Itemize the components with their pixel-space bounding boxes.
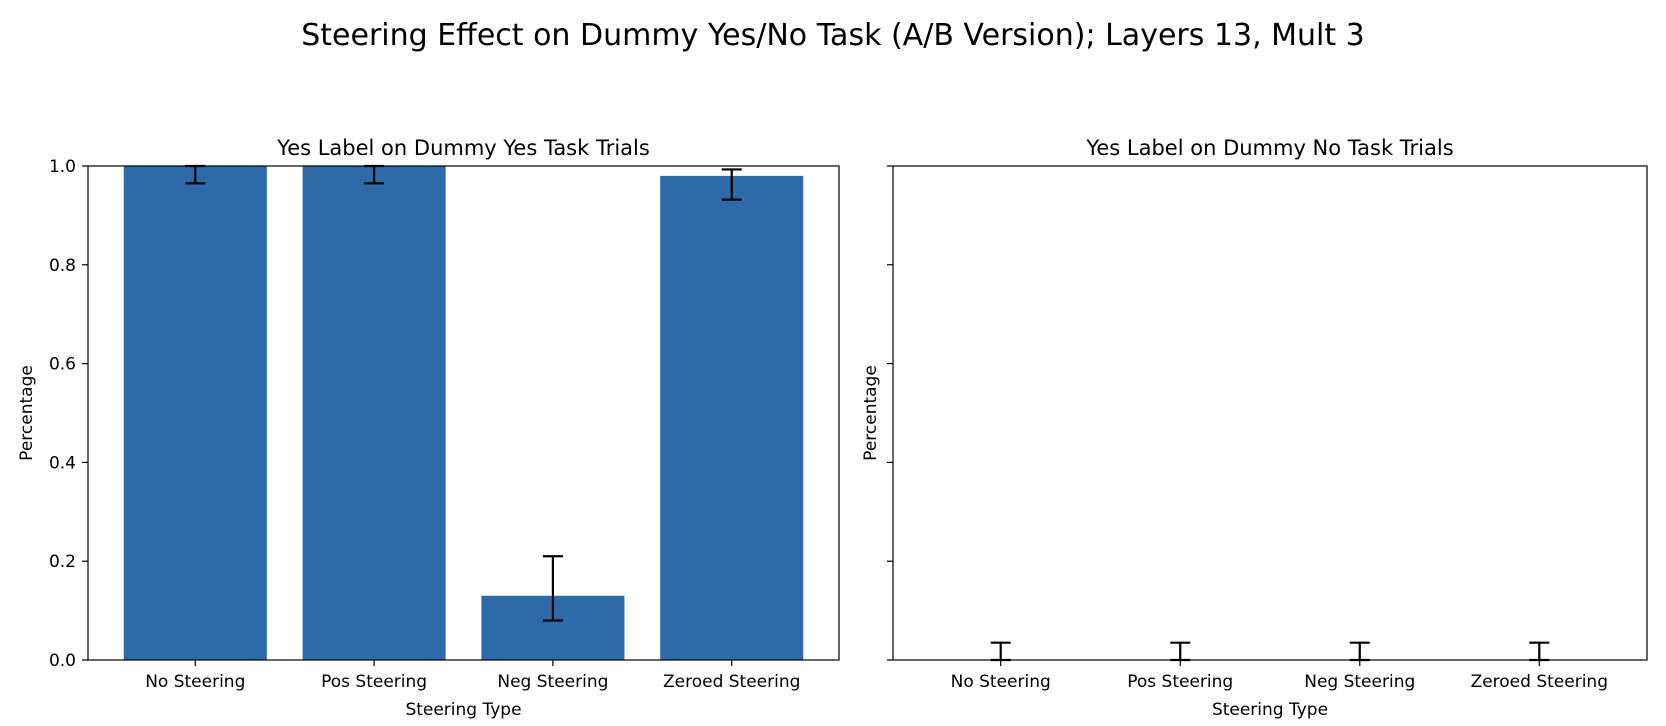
bar bbox=[302, 166, 446, 660]
x-tick-label: Pos Steering bbox=[321, 672, 427, 692]
y-tick-label: 0.2 bbox=[49, 552, 76, 572]
subplot-title: Yes Label on Dummy Yes Task Trials bbox=[276, 136, 650, 160]
subplot-yes-task: 0.0 0.2 0.4 0.6 0.8 1.0 No Steering Pos Steerin… bbox=[17, 136, 840, 720]
x-tick-label: Zeroed Steering bbox=[1471, 672, 1608, 692]
x-tick-label: No Steering bbox=[145, 672, 245, 692]
axes-frame bbox=[87, 165, 840, 661]
subplot-title: Yes Label on Dummy No Task Trials bbox=[1085, 136, 1453, 160]
y-axis-label: Percentage bbox=[861, 365, 881, 461]
x-tick-label: Neg Steering bbox=[497, 672, 608, 692]
x-axis-label: Steering Type bbox=[1212, 700, 1328, 720]
y-tick-label: 0.0 bbox=[49, 651, 76, 671]
subplot-no-task: No Steering Pos Steering Neg Steering Zeroe… bbox=[861, 136, 1648, 720]
y-axis-label: Percentage bbox=[17, 365, 37, 461]
x-tick-label: Pos Steering bbox=[1127, 672, 1233, 692]
axes-frame bbox=[892, 165, 1648, 661]
x-tick-label: No Steering bbox=[951, 672, 1051, 692]
error-bar bbox=[1170, 641, 1191, 662]
x-tick-label: Neg Steering bbox=[1304, 672, 1415, 692]
x-tick-label: Zeroed Steering bbox=[663, 672, 800, 692]
error-bar bbox=[1529, 641, 1550, 662]
y-tick-label: 0.6 bbox=[49, 355, 76, 375]
figure-suptitle: Steering Effect on Dummy Yes/No Task (A/… bbox=[301, 18, 1365, 53]
x-axis-label: Steering Type bbox=[405, 700, 521, 720]
y-tick-label: 1.0 bbox=[49, 157, 76, 177]
bar bbox=[660, 175, 804, 660]
error-bar bbox=[542, 555, 563, 622]
bar bbox=[123, 166, 267, 660]
error-bar bbox=[990, 641, 1011, 662]
error-bar bbox=[721, 168, 742, 201]
y-tick-label: 0.8 bbox=[49, 256, 76, 276]
error-bar bbox=[1349, 641, 1370, 662]
y-tick-label: 0.4 bbox=[49, 453, 76, 473]
